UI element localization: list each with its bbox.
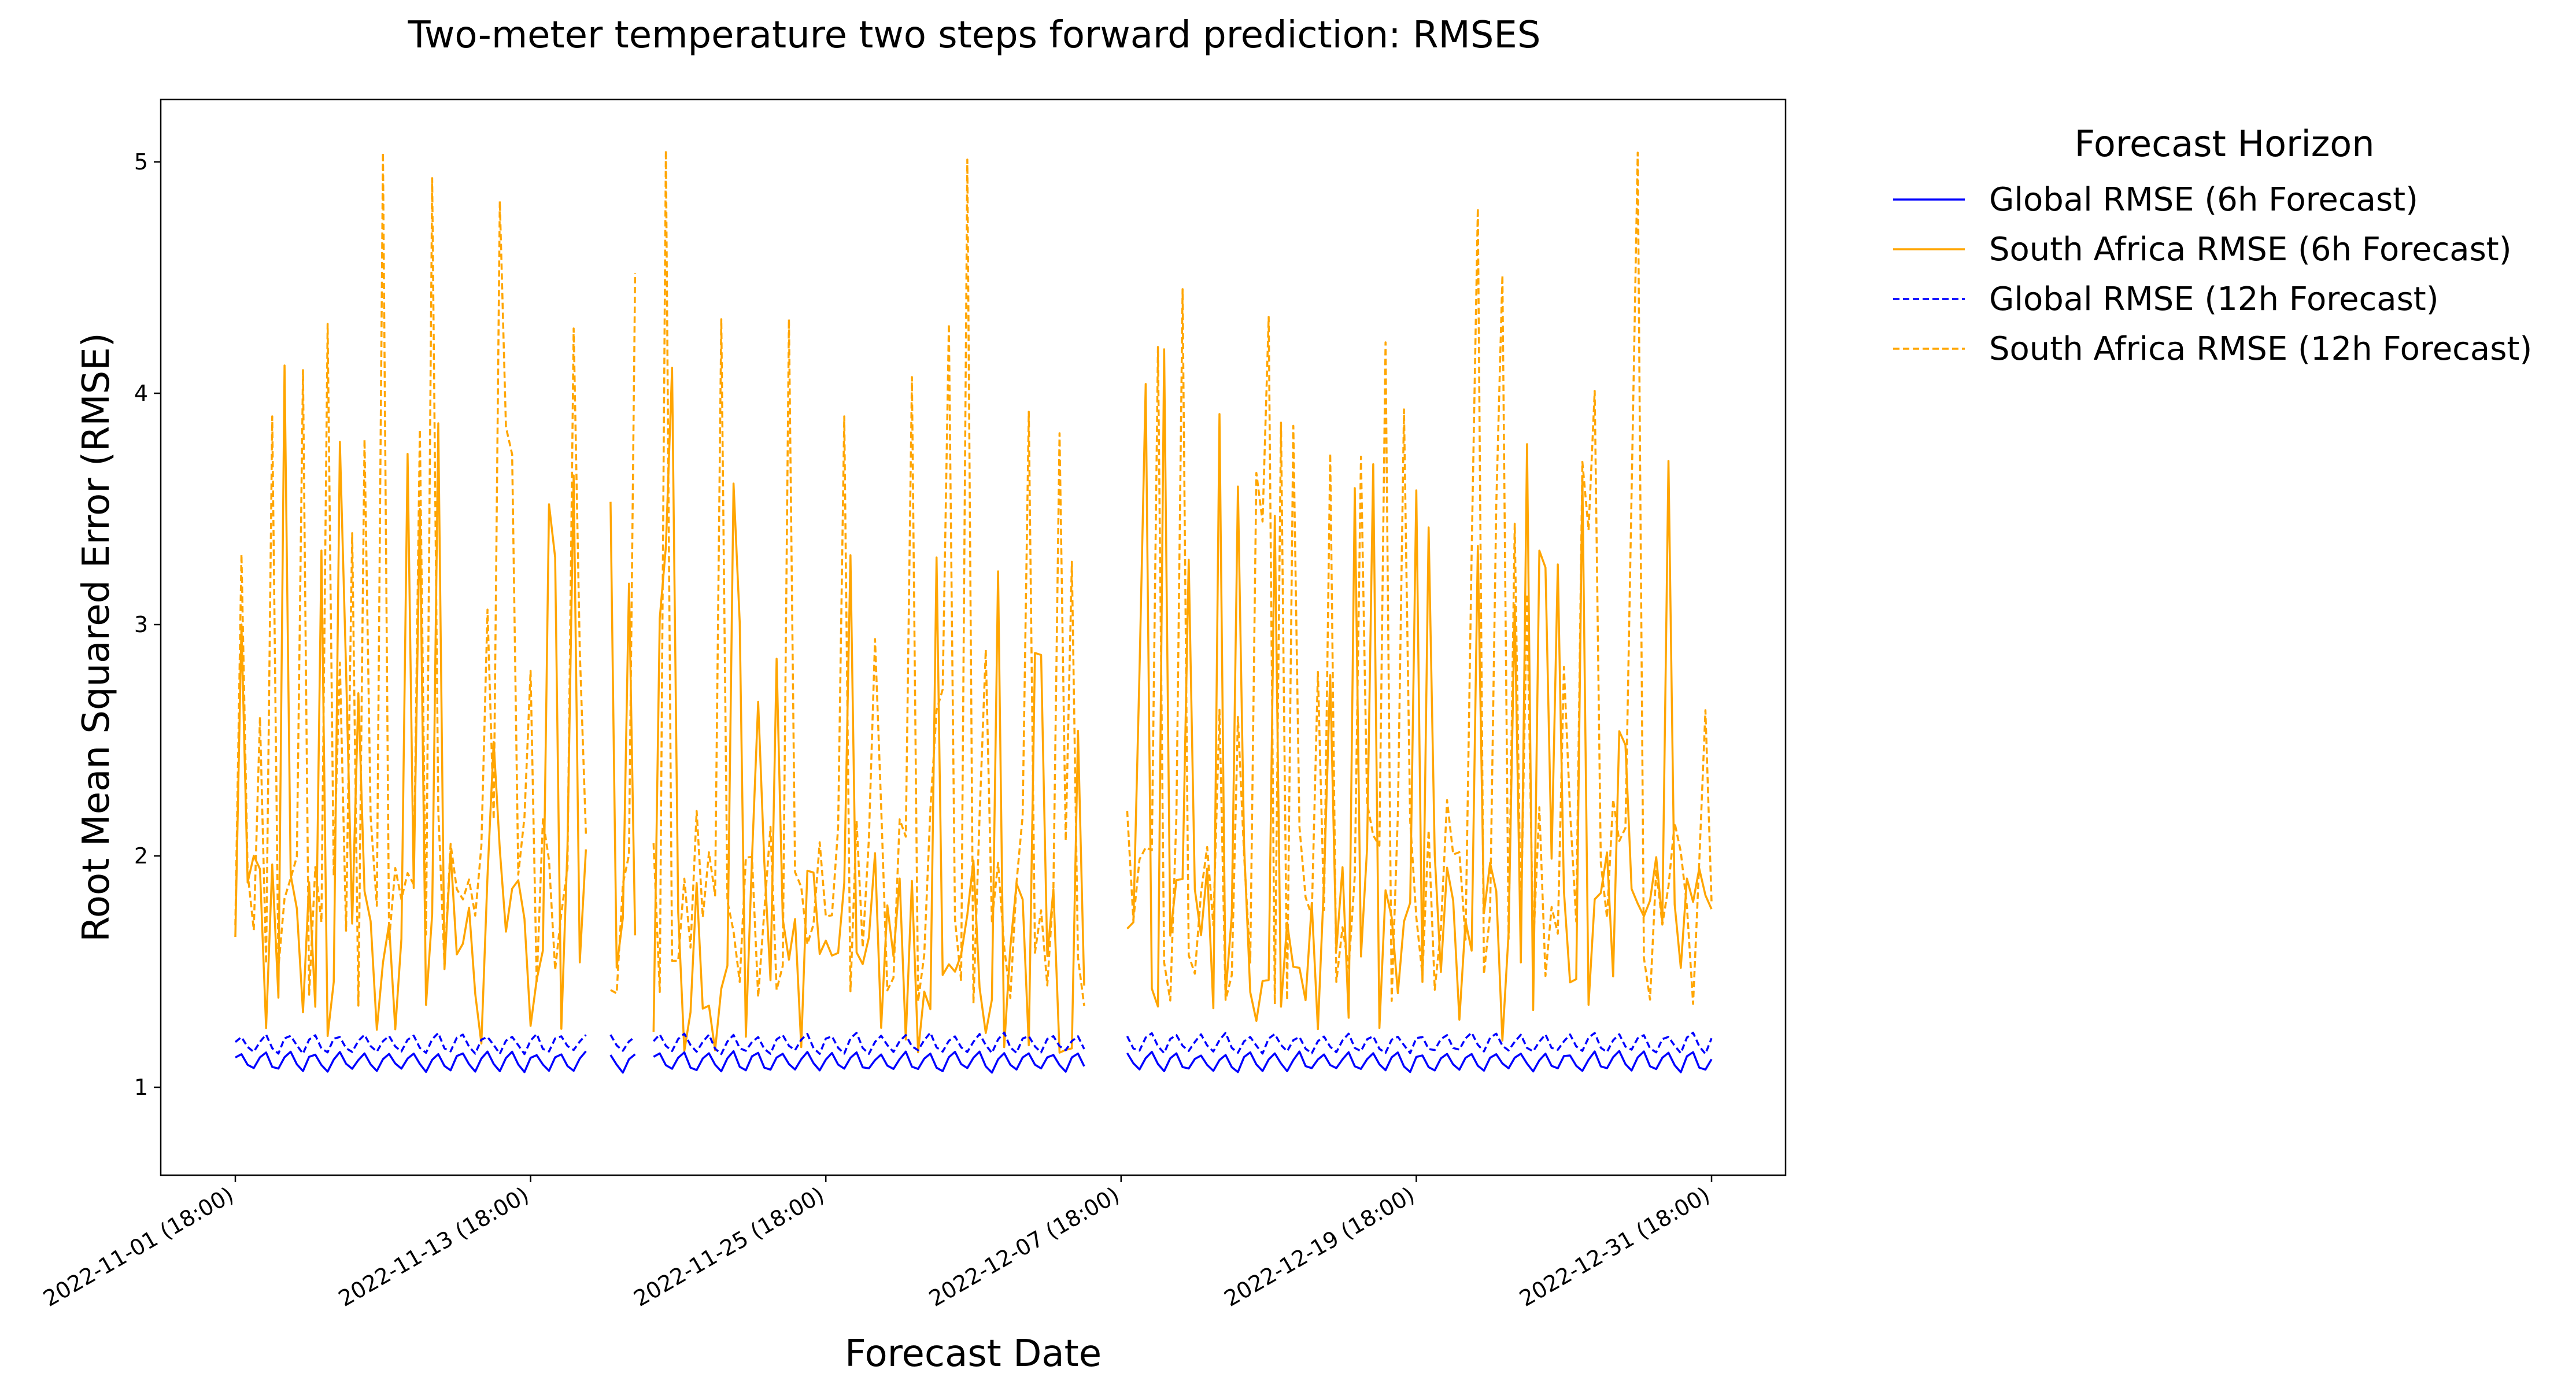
y-tick-label: 2 [134, 843, 148, 869]
y-tick-label: 5 [134, 149, 148, 175]
y-axis: 1 2 3 4 5 [134, 149, 161, 1100]
plot-area [160, 98, 1787, 1176]
x-tick-label: 2022-11-25 (18:00) [629, 1182, 828, 1312]
y-tick-label: 3 [134, 612, 148, 637]
x-tick-label: 2022-12-31 (18:00) [1515, 1182, 1714, 1312]
legend-title: Forecast Horizon [2074, 123, 2374, 165]
legend-label: Global RMSE (6h Forecast) [1989, 181, 2418, 219]
series-line [235, 1050, 1713, 1074]
legend-label: Global RMSE (12h Forecast) [1989, 280, 2439, 318]
legend-items: Global RMSE (6h Forecast) South Africa RM… [1893, 181, 2532, 368]
plot-frame [160, 98, 1787, 1176]
series-line [234, 1031, 1713, 1055]
series-layer [234, 149, 1713, 1074]
x-axis-label: Forecast Date [845, 1332, 1102, 1375]
y-axis-label: Root Mean Squared Error (RMSE) [75, 333, 118, 942]
legend: Forecast Horizon Global RMSE (6h Forecas… [1893, 123, 2532, 368]
x-axis: 2022-11-01 (18:00) 2022-11-13 (18:00) 2022… [39, 1175, 1714, 1312]
x-tick-label: 2022-12-19 (18:00) [1220, 1182, 1419, 1312]
x-tick-label: 2022-11-01 (18:00) [39, 1182, 238, 1312]
x-tick-label: 2022-12-07 (18:00) [925, 1182, 1123, 1312]
legend-label: South Africa RMSE (12h Forecast) [1989, 330, 2532, 368]
legend-label: South Africa RMSE (6h Forecast) [1989, 231, 2512, 268]
y-tick-label: 1 [134, 1075, 148, 1100]
y-tick-label: 4 [134, 381, 148, 406]
x-tick-label: 2022-11-13 (18:00) [334, 1182, 533, 1312]
series-line [234, 348, 1713, 1054]
chart-title: Two-meter temperature two steps forward … [408, 14, 1541, 57]
